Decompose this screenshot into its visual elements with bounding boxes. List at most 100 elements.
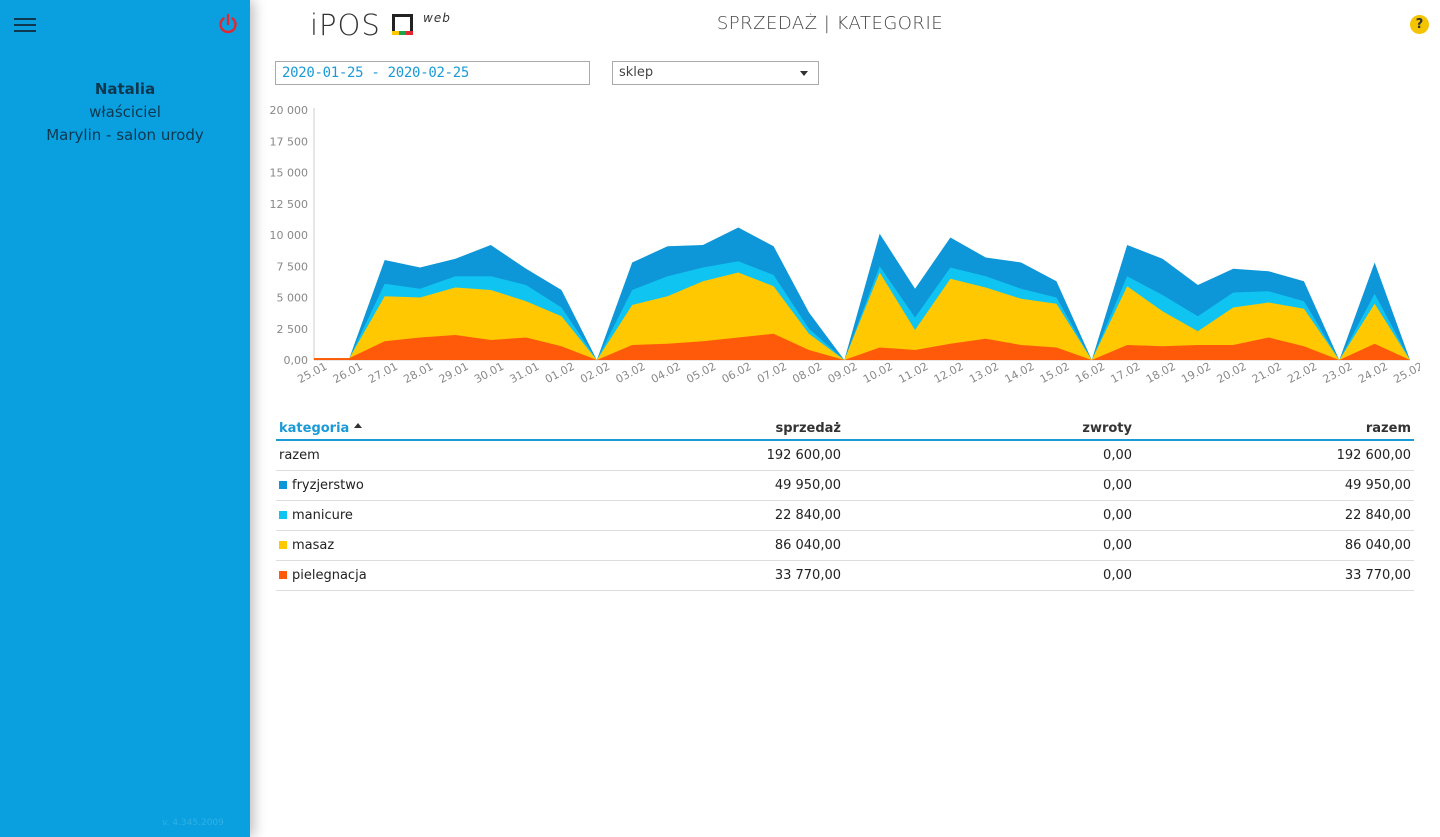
shop-select[interactable]: sklep [612,61,819,85]
cell-total: 86 040,00 [1135,530,1414,561]
y-tick-label: 20 000 [270,104,308,117]
x-tick-label: 16.02 [1073,360,1107,386]
x-tick-label: 12.02 [932,360,966,386]
category-label: manicure [292,508,353,523]
table-row: masaz 86 040,00 0,00 86 040,00 [276,530,1414,561]
table-row: manicure 22 840,00 0,00 22 840,00 [276,500,1414,531]
cell-total: 192 600,00 [1135,440,1414,471]
x-tick-label: 02.02 [578,360,612,386]
x-tick-label: 27.01 [366,360,400,386]
x-tick-label: 14.02 [1002,360,1036,386]
x-tick-label: 06.02 [720,360,754,386]
cell-returns: 0,00 [844,470,1135,501]
sales-by-category-chart: 0,00 2 500 5 000 7 500 10 000 12 500 15 000 17 … [270,104,1420,386]
x-tick-label: 07.02 [755,360,789,386]
cell-category: fryzjerstwo [276,470,555,501]
y-tick-label: 2 500 [277,323,309,336]
x-tick-label: 15.02 [1038,360,1072,386]
cell-sales: 49 950,00 [555,470,844,501]
x-tick-label: 17.02 [1109,360,1143,386]
x-tick-label: 28.01 [401,360,435,386]
logo-web-suffix: web [423,11,451,25]
category-table: kategoria sprzedaż zwroty razem razem 19… [276,417,1414,591]
y-tick-label: 5 000 [277,292,309,305]
column-header-total[interactable]: razem [1135,417,1414,441]
table-row-total: razem 192 600,00 0,00 192 600,00 [276,440,1414,471]
cell-category: pielegnacja [276,560,555,591]
x-tick-label: 03.02 [614,360,648,386]
cell-category: masaz [276,530,555,561]
x-tick-label: 20.02 [1215,360,1249,386]
sort-ascending-icon [354,422,363,428]
page-title: SPRZEDAŻ | KATEGORIE [716,13,944,34]
cell-returns: 0,00 [844,530,1135,561]
x-tick-label: 10.02 [861,360,895,386]
x-tick-label: 08.02 [790,360,824,386]
x-tick-label: 01.02 [543,360,577,386]
cell-sales: 192 600,00 [555,440,844,471]
user-name: Natalia [94,80,156,98]
sidebar: Natalia właściciel Marylin - salon urody… [0,0,250,837]
cell-sales: 33 770,00 [555,560,844,591]
column-header-returns[interactable]: zwroty [844,417,1135,441]
category-label: pielegnacja [292,568,367,583]
x-tick-label: 19.02 [1179,360,1213,386]
user-company: Marylin - salon urody [46,126,204,144]
cell-returns: 0,00 [844,440,1135,471]
category-label: fryzjerstwo [292,478,364,493]
x-tick-label: 25.02 [1391,360,1420,386]
x-tick-label: 23.02 [1321,360,1355,386]
series-area-pielęgnacja [314,333,1410,360]
column-header-category[interactable]: kategoria [276,417,555,441]
shop-select-value: sklep [619,65,654,80]
table-header-row: kategoria sprzedaż zwroty razem [276,417,1414,441]
x-tick-label: 24.02 [1356,360,1390,386]
cell-returns: 0,00 [844,500,1135,531]
x-tick-label: 18.02 [1144,360,1178,386]
category-color-swatch [279,510,287,519]
cell-category: manicure [276,500,555,531]
category-color-swatch [279,570,287,579]
user-info: Natalia właściciel Marylin - salon urody [0,78,250,147]
category-color-swatch [279,480,287,489]
x-tick-label: 21.02 [1250,360,1284,386]
logo-text: iPOS [310,8,381,42]
x-tick-label: 29.01 [437,360,471,386]
chevron-down-icon [800,71,808,76]
table-row: pielegnacja 33 770,00 0,00 33 770,00 [276,560,1414,591]
table-row: fryzjerstwo 49 950,00 0,00 49 950,00 [276,470,1414,501]
cell-category: razem [276,440,555,471]
cell-total: 49 950,00 [1135,470,1414,501]
category-label: masaz [292,538,335,553]
cell-sales: 22 840,00 [555,500,844,531]
x-tick-label: 30.01 [472,360,506,386]
logo-square-icon [392,14,413,35]
x-tick-label: 26.01 [331,360,365,386]
y-tick-label: 0,00 [284,354,309,367]
x-tick-label: 22.02 [1285,360,1319,386]
y-tick-label: 17 500 [270,135,308,148]
version-label: v. 4.345.2009 [162,818,224,828]
column-header-sales[interactable]: sprzedaż [555,417,844,441]
help-icon[interactable]: ? [1410,15,1429,34]
y-tick-label: 12 500 [270,198,308,211]
column-header-category-label: kategoria [279,420,350,436]
cell-total: 22 840,00 [1135,500,1414,531]
y-tick-label: 7 500 [277,260,309,273]
cell-total: 33 770,00 [1135,560,1414,591]
x-tick-label: 13.02 [967,360,1001,386]
x-tick-label: 09.02 [826,360,860,386]
y-tick-label: 10 000 [270,229,308,242]
cell-sales: 86 040,00 [555,530,844,561]
series-area-masaż [314,272,1410,360]
x-tick-label: 05.02 [684,360,718,386]
x-tick-label: 04.02 [649,360,683,386]
category-color-swatch [279,540,287,549]
power-logout-icon[interactable] [217,13,239,35]
x-tick-label: 31.01 [508,360,542,386]
date-range-input[interactable]: 2020-01-25 - 2020-02-25 [275,61,590,85]
y-tick-label: 15 000 [270,167,308,180]
hamburger-menu-icon[interactable] [14,16,36,34]
user-role: właściciel [89,103,161,121]
x-tick-label: 11.02 [896,360,930,386]
